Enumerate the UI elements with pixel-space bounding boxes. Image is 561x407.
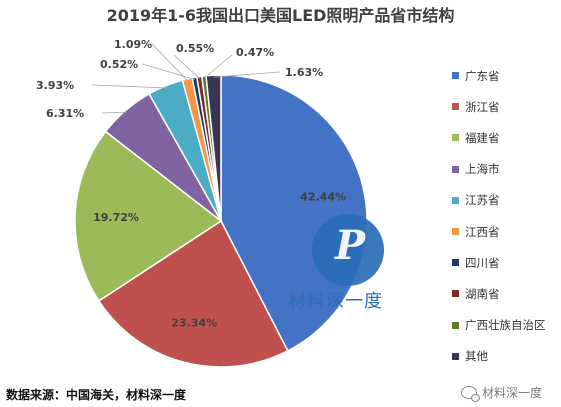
data-label-5: 3.93%	[36, 79, 74, 92]
leader-lines	[91, 43, 281, 114]
legend-item-6: 江西省	[452, 216, 560, 247]
watermark-text: 材料深一度	[288, 291, 383, 312]
legend-swatch	[452, 134, 459, 142]
data-label-9: 0.47%	[236, 46, 274, 59]
legend-item-3: 福建省	[452, 122, 560, 153]
legend-label: 广西壮族自治区	[465, 318, 546, 333]
pie-slice-2	[97, 219, 289, 368]
data-label-7: 0.52%	[100, 58, 138, 71]
wechat-label: 材料深一度	[482, 386, 543, 400]
legend-item-5: 江苏省	[452, 185, 560, 216]
legend-swatch	[452, 196, 459, 204]
data-label-6: 1.09%	[114, 38, 152, 51]
data-label-4: 6.31%	[46, 107, 84, 120]
legend-swatch	[452, 72, 459, 80]
wechat-mark: 材料深一度	[461, 384, 543, 402]
legend-item-10: 其他	[452, 341, 560, 372]
data-label-2: 23.34%	[171, 317, 217, 330]
pie-slice-10	[205, 74, 222, 222]
data-label-10: 1.63%	[285, 66, 323, 79]
legend-label: 江苏省	[465, 193, 500, 208]
data-label-3: 19.72%	[93, 211, 139, 224]
pie-slice-3	[74, 130, 223, 302]
legend-swatch	[452, 165, 459, 173]
legend-item-9: 广西壮族自治区	[452, 310, 560, 341]
legend: 广东省浙江省福建省上海市江苏省江西省四川省湖南省广西壮族自治区 其他	[452, 60, 560, 372]
data-label-1: 42.44%	[300, 190, 346, 203]
legend-label: 四川省	[465, 255, 500, 270]
legend-item-4: 上海市	[452, 154, 560, 185]
data-labels: 42.44% 23.34% 19.72% 6.31% 3.93% 1.09% 0.52% 0.…	[36, 38, 346, 330]
leader-line-5	[91, 84, 167, 89]
legend-swatch	[452, 259, 459, 267]
legend-item-1: 广东省	[452, 60, 560, 91]
leader-line-7	[141, 63, 195, 80]
chart-title: 2019年1-6我国出口美国LED照明产品省市结构	[106, 6, 455, 25]
leader-line-6	[151, 43, 188, 82]
legend-swatch	[452, 321, 459, 329]
source-note: 数据来源：中国海关，材料深一度	[6, 388, 187, 402]
legend-label: 江西省	[465, 224, 500, 239]
legend-label: 福建省	[465, 130, 500, 145]
legend-label: 其他	[465, 349, 488, 364]
wechat-icon	[461, 386, 480, 402]
legend-swatch	[452, 103, 459, 111]
leader-line-10	[213, 71, 281, 78]
leader-line-8	[173, 54, 200, 79]
legend-item-7: 四川省	[452, 247, 560, 278]
legend-swatch	[452, 228, 459, 236]
legend-item-2: 浙江省	[452, 91, 560, 122]
legend-swatch	[452, 290, 459, 298]
legend-swatch	[452, 352, 459, 360]
legend-item-8: 湖南省	[452, 278, 560, 309]
watermark-logo: P	[312, 214, 384, 286]
legend-label: 浙江省	[465, 99, 500, 114]
legend-label: 上海市	[465, 162, 500, 177]
leader-line-4	[101, 111, 127, 114]
data-label-8: 0.55%	[176, 42, 214, 55]
legend-label: 广东省	[465, 68, 500, 83]
legend-label: 湖南省	[465, 286, 500, 301]
leader-line-9	[203, 54, 233, 79]
